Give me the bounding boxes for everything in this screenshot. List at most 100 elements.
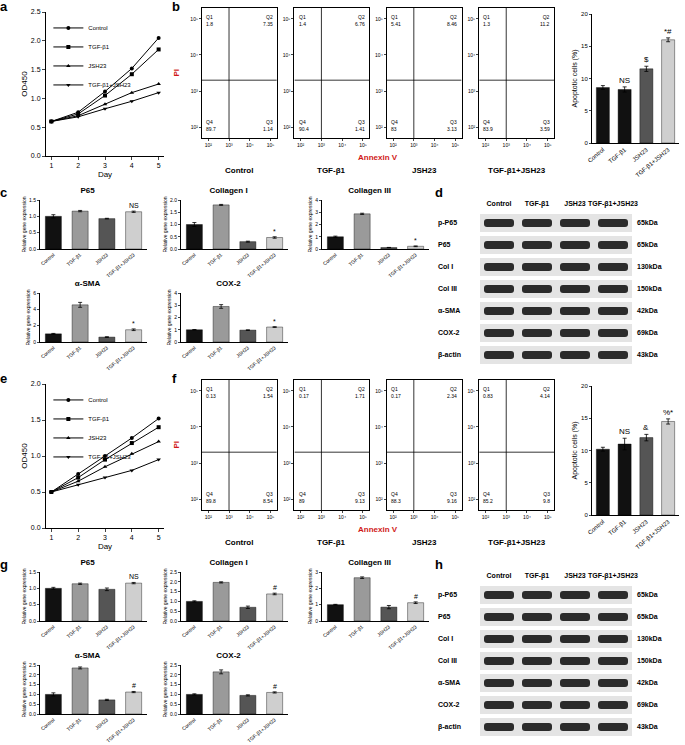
svg-text:Control: Control xyxy=(88,397,107,403)
svg-text:JSH23: JSH23 xyxy=(564,572,586,579)
svg-text:NS: NS xyxy=(619,427,630,436)
svg-text:10⁵: 10⁵ xyxy=(283,16,291,22)
svg-text:4: 4 xyxy=(130,162,134,169)
svg-text:10⁵: 10⁵ xyxy=(544,142,552,148)
svg-text:*: * xyxy=(132,320,135,327)
svg-text:4: 4 xyxy=(174,290,177,296)
svg-text:JSH23: JSH23 xyxy=(235,251,251,265)
svg-text:0.0: 0.0 xyxy=(31,524,41,531)
svg-text:JSH23: JSH23 xyxy=(412,538,437,547)
svg-text:TGF-β1+JSH23: TGF-β1+JSH23 xyxy=(88,454,131,460)
svg-text:Relative gene expression: Relative gene expression xyxy=(21,661,27,717)
svg-text:10³: 10³ xyxy=(191,460,199,466)
svg-text:10⁵: 10⁵ xyxy=(283,388,291,394)
svg-text:JSH23: JSH23 xyxy=(631,518,649,535)
svg-text:P65: P65 xyxy=(438,613,451,620)
svg-text:P65: P65 xyxy=(438,241,451,248)
svg-text:PI: PI xyxy=(172,69,181,77)
svg-text:Q488.3: Q488.3 xyxy=(391,491,401,504)
svg-text:5: 5 xyxy=(584,108,588,114)
svg-text:NS: NS xyxy=(619,76,630,85)
svg-text:Relative gene expression: Relative gene expression xyxy=(307,196,313,252)
svg-text:Control: Control xyxy=(180,717,196,732)
svg-text:Q39.16: Q39.16 xyxy=(447,491,457,504)
svg-text:JSH23: JSH23 xyxy=(94,251,110,265)
svg-text:Relative gene expression: Relative gene expression xyxy=(162,661,168,717)
svg-text:10²: 10² xyxy=(468,124,476,130)
svg-text:10⁴: 10⁴ xyxy=(431,142,439,148)
svg-text:1.0: 1.0 xyxy=(170,691,177,697)
svg-text:10⁵: 10⁵ xyxy=(190,388,198,394)
svg-text:6: 6 xyxy=(33,290,36,296)
svg-text:TGF-β1: TGF-β1 xyxy=(88,44,109,50)
svg-text:JSH23: JSH23 xyxy=(235,716,251,730)
svg-text:Control: Control xyxy=(225,538,253,547)
svg-text:3: 3 xyxy=(315,209,318,215)
svg-text:Q31.14: Q31.14 xyxy=(263,119,273,132)
svg-text:Q10.17: Q10.17 xyxy=(299,386,309,399)
svg-text:TGF-β1: TGF-β1 xyxy=(65,344,82,360)
svg-text:Q485.2: Q485.2 xyxy=(483,491,493,504)
svg-text:10²: 10² xyxy=(297,142,305,148)
svg-text:JSH23: JSH23 xyxy=(376,623,392,637)
svg-text:Control: Control xyxy=(321,252,337,267)
svg-text:Relative gene expression: Relative gene expression xyxy=(307,568,313,624)
svg-text:TGF-β1: TGF-β1 xyxy=(65,716,82,732)
svg-text:10²: 10² xyxy=(482,142,490,148)
svg-text:0.0: 0.0 xyxy=(170,618,177,624)
svg-text:Relative gene expression: Relative gene expression xyxy=(25,289,31,345)
svg-text:10⁵: 10⁵ xyxy=(359,514,367,520)
svg-text:2: 2 xyxy=(76,162,80,169)
svg-text:10²: 10² xyxy=(376,124,384,130)
svg-text:1: 1 xyxy=(174,327,177,333)
svg-text:0.0: 0.0 xyxy=(29,711,36,717)
svg-text:TGF-β1+JSH23: TGF-β1+JSH23 xyxy=(105,344,136,371)
svg-text:10⁵: 10⁵ xyxy=(468,388,476,394)
svg-text:Q26.76: Q26.76 xyxy=(355,14,365,27)
svg-text:COX-2: COX-2 xyxy=(438,701,460,708)
svg-text:TGF-β1+JSH23: TGF-β1+JSH23 xyxy=(105,251,136,278)
svg-text:2.5: 2.5 xyxy=(170,662,177,668)
svg-text:JSH23: JSH23 xyxy=(88,435,107,441)
svg-text:TGF-β1+JSH23: TGF-β1+JSH23 xyxy=(588,200,638,208)
svg-text:JSH23: JSH23 xyxy=(631,146,649,163)
svg-text:Day: Day xyxy=(98,542,112,551)
svg-text:*: * xyxy=(273,228,276,235)
svg-text:Collagen III: Collagen III xyxy=(348,558,391,567)
svg-text:2.5: 2.5 xyxy=(29,662,36,668)
svg-text:150kDa: 150kDa xyxy=(637,285,662,292)
svg-text:Q10.17: Q10.17 xyxy=(391,386,401,399)
svg-text:Q483.9: Q483.9 xyxy=(483,119,493,132)
svg-text:10: 10 xyxy=(581,76,588,82)
svg-text:10²: 10² xyxy=(389,142,397,148)
svg-text:2.5: 2.5 xyxy=(170,569,177,575)
svg-text:4: 4 xyxy=(315,197,318,203)
svg-text:1.5: 1.5 xyxy=(31,66,41,73)
svg-text:JSH23: JSH23 xyxy=(376,251,392,265)
svg-text:1.5: 1.5 xyxy=(29,197,36,203)
svg-text:10⁴: 10⁴ xyxy=(338,142,346,148)
svg-text:1: 1 xyxy=(49,162,53,169)
svg-text:0.0: 0.0 xyxy=(29,246,36,252)
svg-text:COX-2: COX-2 xyxy=(216,651,241,660)
svg-text:JSH23: JSH23 xyxy=(94,623,110,637)
svg-text:TGF-β1+JSH23: TGF-β1+JSH23 xyxy=(246,716,277,743)
svg-text:2: 2 xyxy=(315,221,318,227)
svg-text:Q11.8: Q11.8 xyxy=(206,14,213,27)
svg-text:TGF-β1+JSH23: TGF-β1+JSH23 xyxy=(246,251,277,278)
svg-text:10³: 10³ xyxy=(283,460,291,466)
svg-text:10⁵: 10⁵ xyxy=(190,16,198,22)
svg-text:Day: Day xyxy=(98,170,112,179)
svg-text:JSH23: JSH23 xyxy=(94,716,110,730)
svg-text:10³: 10³ xyxy=(376,88,384,94)
svg-text:Q22.34: Q22.34 xyxy=(447,386,457,399)
svg-text:TGF-β1+JSH23: TGF-β1+JSH23 xyxy=(634,146,671,178)
svg-text:#: # xyxy=(132,682,136,689)
svg-text:150kDa: 150kDa xyxy=(637,657,662,664)
svg-text:β-actin: β-actin xyxy=(438,351,461,359)
svg-text:#: # xyxy=(273,584,277,591)
svg-text:0.5: 0.5 xyxy=(170,234,177,240)
svg-text:10²: 10² xyxy=(205,514,213,520)
svg-text:0: 0 xyxy=(584,140,588,146)
svg-text:TGF-β1+JSH23: TGF-β1+JSH23 xyxy=(588,572,638,580)
